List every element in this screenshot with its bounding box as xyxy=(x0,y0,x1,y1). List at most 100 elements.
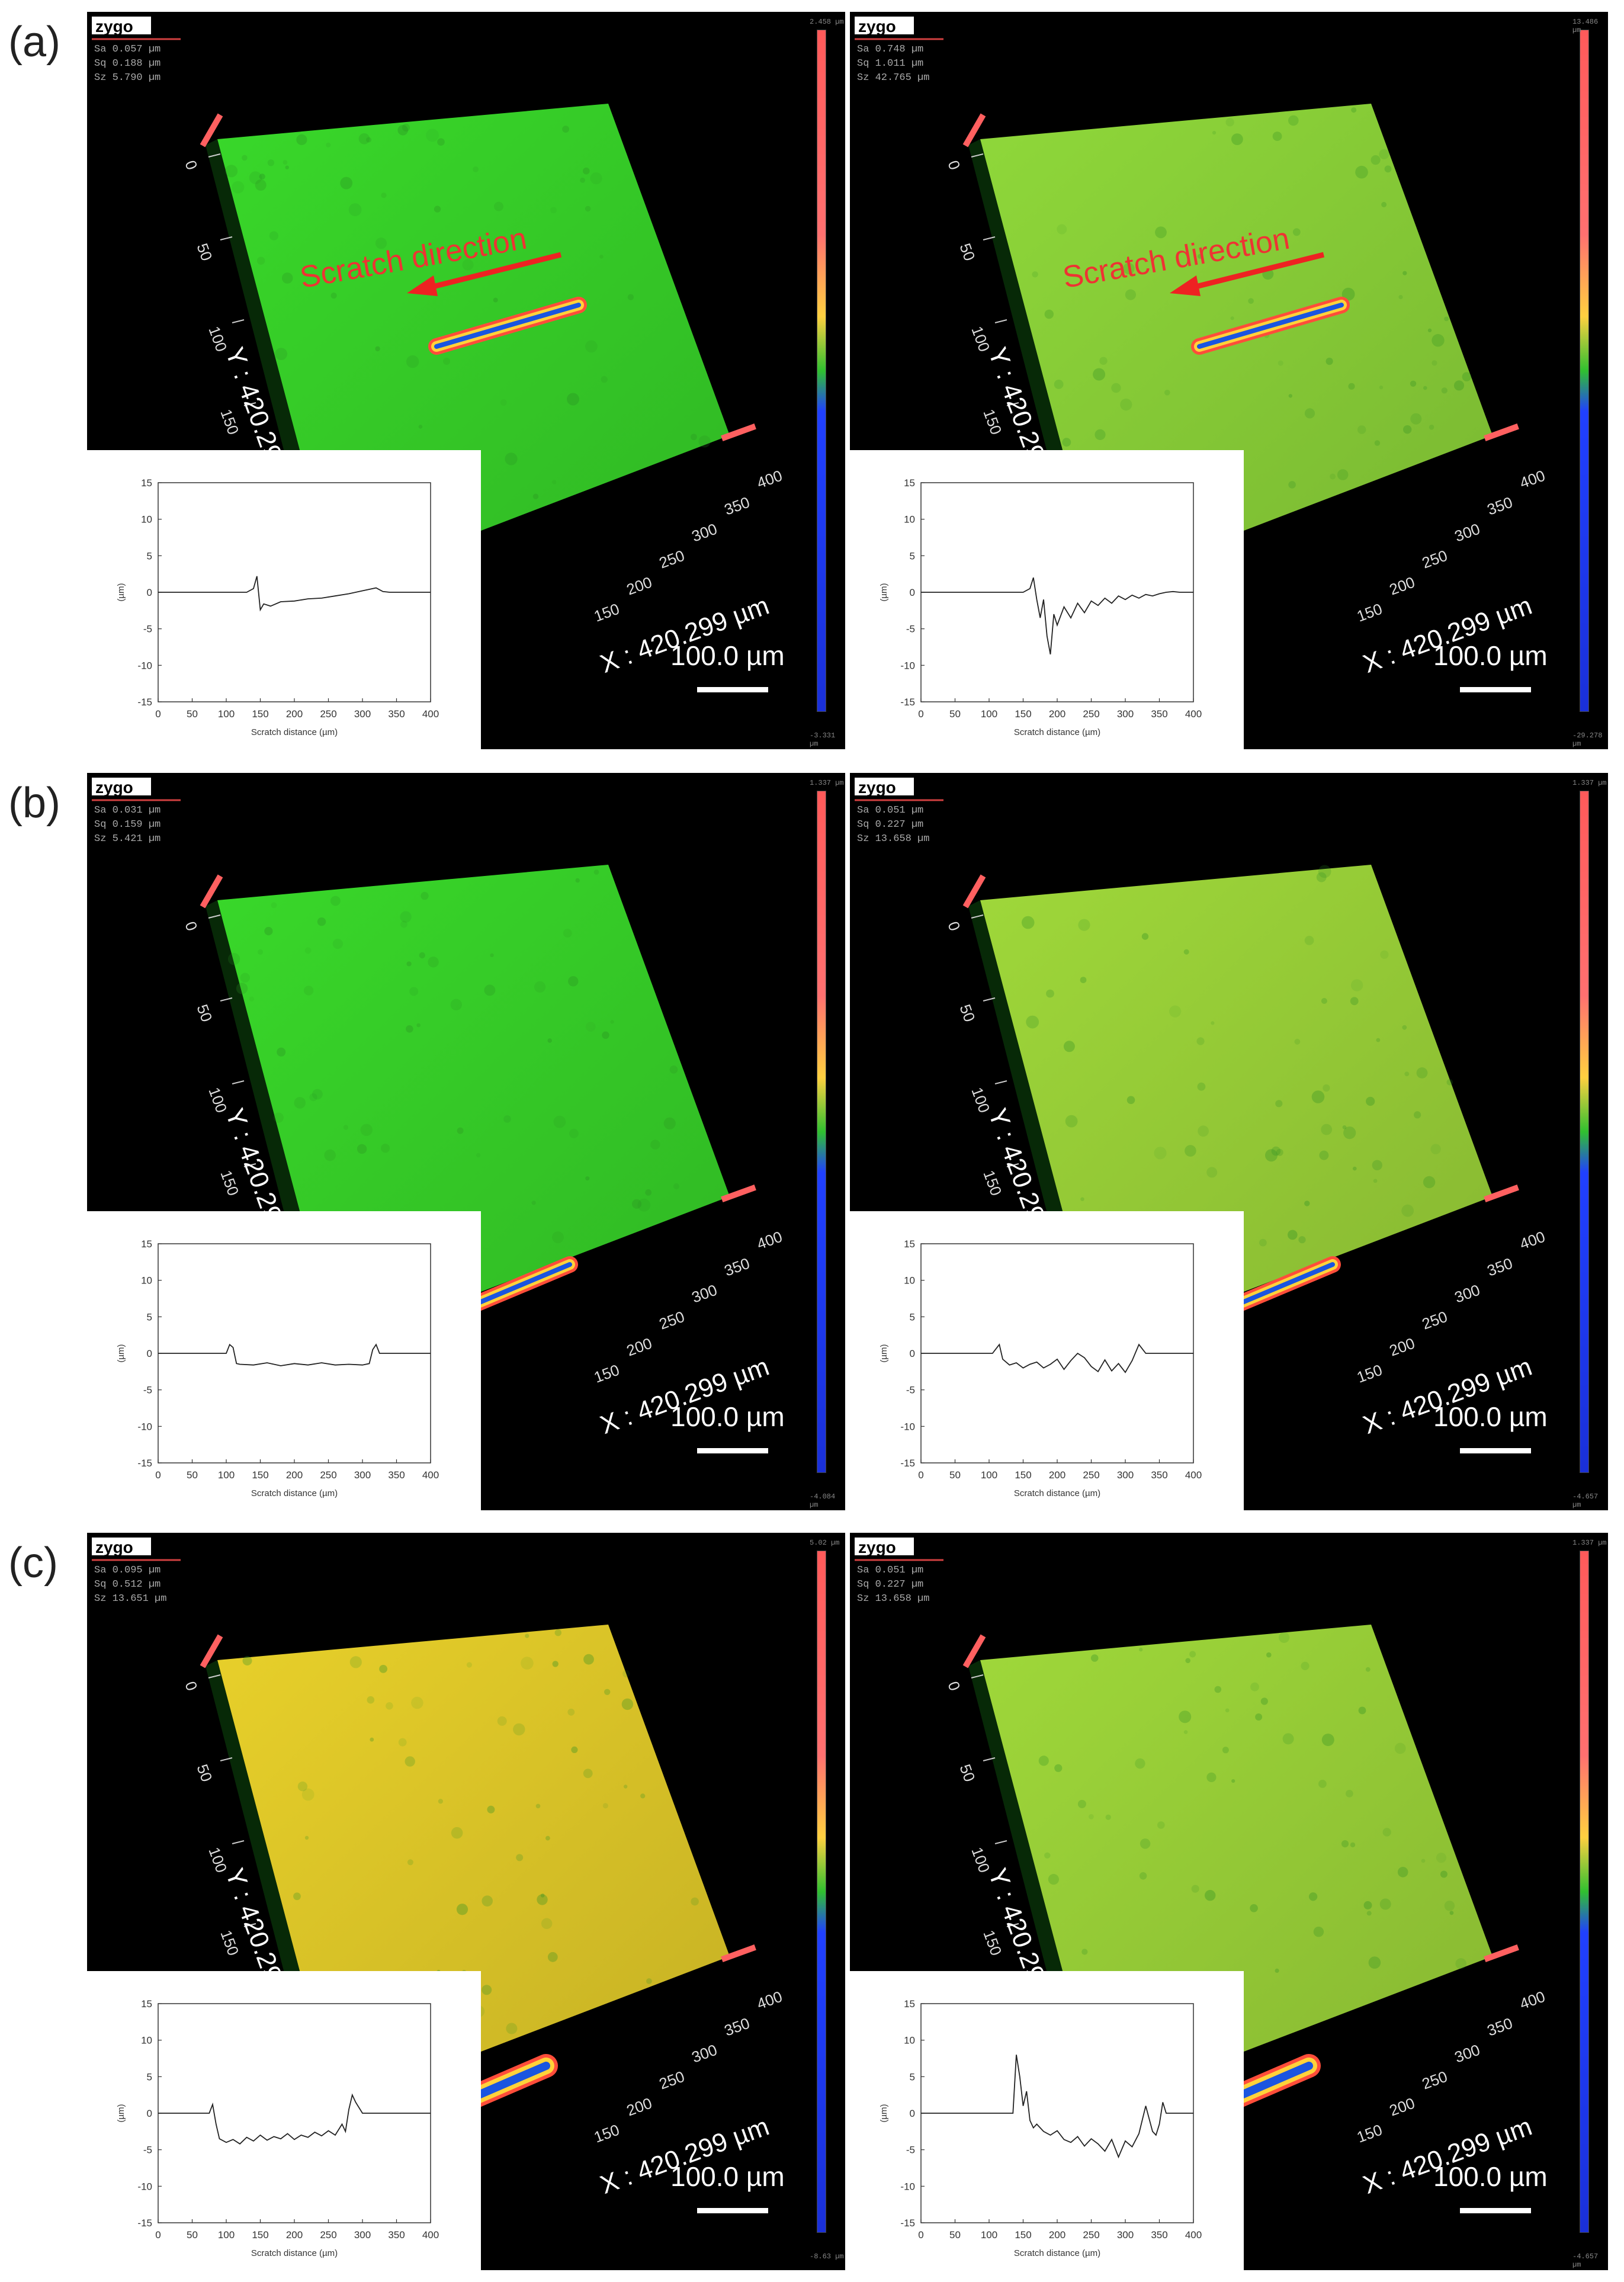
surface-texture-spot xyxy=(1081,1949,1087,1954)
colorbar-max: 1.337 µm xyxy=(810,779,844,787)
surface-texture-spot xyxy=(1154,1147,1166,1159)
surface-texture-spot xyxy=(1436,1853,1446,1863)
surface-texture-spot xyxy=(1304,1201,1310,1206)
x-tick-label: 100 xyxy=(981,708,997,720)
surface-texture-spot xyxy=(1401,1205,1414,1217)
x-tick-label: 100 xyxy=(218,708,235,720)
x-tick-label: 250 xyxy=(1083,708,1099,720)
y-tick-label: 15 xyxy=(904,1998,915,2010)
y-tick-label: -10 xyxy=(900,660,915,671)
surface-texture-spot xyxy=(1080,1198,1084,1201)
roughness-stat: Sa 0.031 µm xyxy=(94,804,161,818)
x-tick-label: 400 xyxy=(1517,1988,1548,2013)
surface-texture-spot xyxy=(552,1231,564,1243)
surface-texture-spot xyxy=(525,1634,529,1638)
profile-chart: 0 50 100 150 200 250 300 350 400 -15 -10 -5 0 5 10 15 Sc… xyxy=(87,1211,481,1510)
surface-texture-spot xyxy=(594,869,599,875)
surface-texture-spot xyxy=(344,1125,348,1129)
surface-texture-spot xyxy=(1383,1828,1391,1836)
surface-texture-spot xyxy=(1215,1686,1222,1693)
x-tick-label: 400 xyxy=(1185,2229,1202,2241)
surface-texture-spot xyxy=(405,1756,415,1766)
surface-texture-spot xyxy=(503,1115,511,1123)
y-tick-label: 50 xyxy=(193,1002,216,1024)
y-tick-label: -10 xyxy=(137,2181,152,2192)
y-tick-label: -15 xyxy=(137,2217,152,2229)
y-tick-label: -5 xyxy=(906,1385,915,1396)
scale-bar-label: 100.0 µm xyxy=(670,1401,785,1433)
surface-texture-spot xyxy=(1198,1083,1206,1091)
x-tick-label: 200 xyxy=(286,1469,303,1481)
surface-texture-spot xyxy=(548,1038,552,1042)
surface-texture-spot xyxy=(563,929,572,938)
profilometry-panel: 050100150200150200250300350400zygoSa 0.0… xyxy=(87,12,845,749)
colorbar-min: -4.657 µm xyxy=(1572,2252,1608,2269)
x-tick-label: 200 xyxy=(1387,1334,1417,1360)
surface-texture-spot xyxy=(361,1124,373,1136)
surface-texture-spot xyxy=(1376,1038,1381,1042)
y-tick-label: 10 xyxy=(904,2035,915,2046)
y-tick-label: 0 xyxy=(910,1348,915,1359)
zygo-logo: zygo xyxy=(92,776,181,803)
y-axis-label: (µm) xyxy=(879,2104,889,2122)
surface-texture-spot xyxy=(1369,1956,1381,1969)
surface-texture-spot xyxy=(1091,1654,1099,1662)
surface-texture-spot xyxy=(482,1895,493,1907)
height-colorbar xyxy=(817,791,826,1473)
x-tick-label: 400 xyxy=(1185,708,1202,720)
surface-texture-spot xyxy=(602,1032,609,1039)
surface-texture-spot xyxy=(240,973,250,983)
y-axis-label: (µm) xyxy=(116,2104,126,2122)
roughness-stat: Sa 0.095 µm xyxy=(94,1564,166,1578)
x-tick-label: 150 xyxy=(1015,708,1031,720)
x-axis-label: Scratch distance (µm) xyxy=(1014,2248,1100,2258)
x-tick-label: 150 xyxy=(592,1361,622,1386)
y-tick-label: 150 xyxy=(980,1168,1005,1198)
surface-texture-spot xyxy=(640,1793,645,1798)
svg-text:zygo: zygo xyxy=(858,1538,896,1556)
y-tick-label: 5 xyxy=(910,550,915,561)
surface-texture-spot xyxy=(421,892,428,900)
x-tick-label: 250 xyxy=(1083,2229,1099,2241)
roughness-stat: Sz 13.651 µm xyxy=(94,1592,166,1606)
profile-line xyxy=(921,2055,1193,2157)
profile-inset: 0 50 100 150 200 250 300 350 400 -15 -10 -5 0 5 10 15 Sc… xyxy=(87,1971,481,2270)
y-tick-label: -10 xyxy=(900,1421,915,1432)
profile-line xyxy=(921,577,1193,654)
x-tick-label: 50 xyxy=(187,1469,198,1481)
surface-texture-spot xyxy=(603,1803,608,1808)
y-tick-label: -15 xyxy=(900,2217,915,2229)
scale-bar-label: 100.0 µm xyxy=(1433,640,1548,672)
surface-texture-spot xyxy=(664,1118,676,1129)
svg-text:zygo: zygo xyxy=(858,778,896,797)
surface-texture-spot xyxy=(1044,1853,1050,1859)
surface-texture-spot xyxy=(1048,1874,1059,1885)
surface-texture-spot xyxy=(645,1189,651,1196)
surface-texture-spot xyxy=(1231,1779,1235,1783)
surface-texture-spot xyxy=(1135,1758,1145,1769)
surface-texture-spot xyxy=(228,953,240,965)
y-tick-label: 100 xyxy=(205,1845,230,1875)
surface-texture-spot xyxy=(506,2023,517,2034)
surface-texture-spot xyxy=(1250,1904,1258,1912)
surface-texture-spot xyxy=(1301,1662,1309,1670)
surface-texture-spot xyxy=(1423,1176,1435,1188)
x-tick-label: 150 xyxy=(252,1469,268,1481)
surface-texture-spot xyxy=(673,1183,679,1189)
scale-bar xyxy=(697,2208,768,2213)
x-tick-label: 50 xyxy=(949,1469,961,1481)
surface-texture-spot xyxy=(691,1898,699,1906)
x-tick-label: 300 xyxy=(1117,1469,1134,1481)
surface-texture-spot xyxy=(1430,1144,1440,1154)
profile-inset: 0 50 100 150 200 250 300 350 400 -15 -10 -5 0 5 10 15 Sc… xyxy=(850,1971,1244,2270)
y-tick-label: 15 xyxy=(904,477,915,489)
surface-texture-spot xyxy=(333,939,343,949)
y-tick-label: 15 xyxy=(141,1998,152,2010)
y-tick xyxy=(995,1841,1007,1844)
svg-text:zygo: zygo xyxy=(95,1538,133,1556)
zygo-logo: zygo xyxy=(855,776,943,803)
x-tick-label: 150 xyxy=(252,2229,268,2241)
colorbar-max: 1.337 µm xyxy=(1572,1539,1607,1547)
colorbar-min: -4.084 µm xyxy=(810,1493,845,1509)
y-tick-label: 10 xyxy=(904,514,915,525)
